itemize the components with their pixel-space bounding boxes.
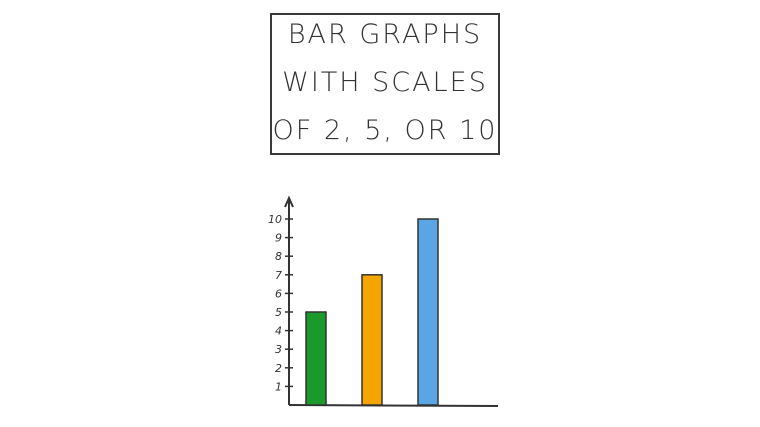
y-tick-label: 10 — [268, 213, 282, 226]
y-tick-label: 4 — [275, 325, 282, 338]
y-tick-label: 7 — [275, 269, 282, 282]
y-tick-label: 6 — [275, 287, 282, 300]
y-tick-label: 3 — [275, 343, 282, 356]
y-tick-label: 1 — [275, 380, 282, 393]
y-tick-label: 9 — [275, 232, 282, 245]
bar — [417, 218, 439, 406]
title-box: BAR GRAPHS WITH SCALES OF 2, 5, OR 10 — [270, 13, 500, 155]
y-tick-label: 5 — [275, 306, 282, 319]
title-line-2: WITH SCALES — [282, 67, 488, 98]
title-line-3: OF 2, 5, OR 10 — [272, 115, 498, 146]
bar — [361, 274, 383, 406]
y-tick-label: 8 — [275, 250, 282, 263]
bar — [305, 311, 327, 406]
y-axis-arrow — [284, 195, 294, 208]
title-line-1: BAR GRAPHS — [287, 19, 483, 50]
y-tick-label: 2 — [275, 362, 282, 375]
